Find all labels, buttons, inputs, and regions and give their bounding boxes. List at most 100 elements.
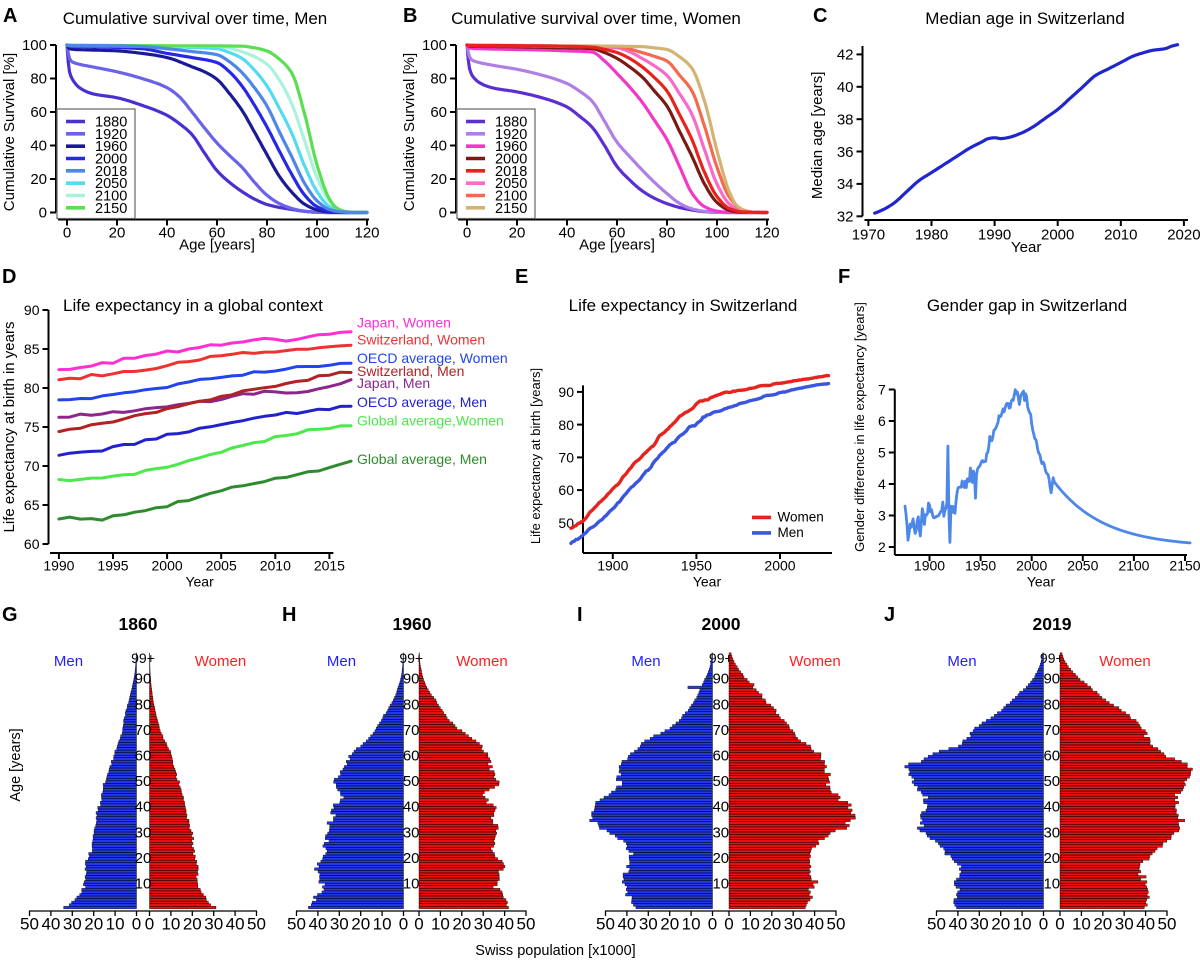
svg-text:Women: Women [789, 653, 840, 670]
svg-text:100: 100 [422, 37, 447, 54]
svg-text:90: 90 [712, 671, 729, 688]
svg-text:50: 50 [596, 915, 615, 934]
svg-text:30: 30 [403, 824, 420, 841]
svg-text:1920: 1920 [95, 127, 127, 143]
svg-text:Women: Women [1099, 653, 1150, 670]
svg-text:60: 60 [609, 225, 626, 242]
svg-text:1960: 1960 [393, 614, 432, 634]
svg-text:1960: 1960 [495, 139, 527, 155]
svg-text:40: 40 [41, 915, 60, 934]
svg-text:2010: 2010 [1104, 226, 1137, 243]
svg-text:50: 50 [927, 915, 946, 934]
svg-text:40: 40 [1136, 915, 1155, 934]
svg-text:OECD average, Men: OECD average, Men [357, 394, 487, 410]
svg-text:40: 40 [308, 915, 327, 934]
svg-text:10: 10 [161, 915, 180, 934]
svg-text:2010: 2010 [260, 558, 291, 574]
svg-text:Japan, Men: Japan, Men [357, 375, 430, 391]
svg-text:10: 10 [106, 915, 125, 934]
svg-text:Year: Year [693, 574, 722, 590]
svg-text:99+: 99+ [399, 650, 423, 666]
svg-text:Men: Men [631, 653, 660, 670]
svg-text:1980: 1980 [915, 226, 948, 243]
svg-text:20: 20 [430, 171, 447, 188]
svg-text:2000: 2000 [495, 152, 527, 168]
svg-text:80: 80 [712, 696, 729, 713]
svg-text:50: 50 [20, 915, 39, 934]
svg-text:20: 20 [351, 915, 370, 934]
svg-text:90: 90 [1043, 671, 1060, 688]
svg-text:40: 40 [1043, 799, 1060, 816]
svg-text:40: 40 [948, 915, 967, 934]
svg-text:0: 0 [63, 225, 71, 242]
svg-text:90: 90 [558, 384, 574, 400]
svg-text:10: 10 [431, 915, 450, 934]
svg-text:Men: Men [54, 653, 83, 670]
svg-text:34: 34 [837, 176, 854, 193]
svg-text:30: 30 [639, 915, 658, 934]
svg-text:60: 60 [558, 482, 574, 498]
svg-text:Swiss population [x1000]: Swiss population [x1000] [475, 943, 635, 959]
svg-text:20: 20 [991, 915, 1010, 934]
svg-text:0: 0 [439, 204, 447, 221]
svg-text:1990: 1990 [43, 558, 74, 574]
svg-text:H: H [282, 604, 296, 626]
svg-text:30: 30 [135, 824, 152, 841]
svg-text:2150: 2150 [95, 201, 127, 217]
svg-text:10: 10 [1072, 915, 1091, 934]
svg-text:20: 20 [509, 225, 526, 242]
svg-text:40: 40 [559, 225, 576, 242]
svg-text:Age [years]: Age [years] [8, 728, 24, 801]
svg-text:100: 100 [704, 225, 729, 242]
svg-text:99+: 99+ [1040, 650, 1064, 666]
svg-text:30: 30 [970, 915, 989, 934]
svg-text:10: 10 [1013, 915, 1032, 934]
svg-text:1995: 1995 [97, 558, 128, 574]
svg-text:20: 20 [712, 850, 729, 867]
svg-text:60: 60 [712, 748, 729, 765]
svg-text:2150: 2150 [1169, 558, 1200, 574]
svg-text:Life expectancy at birth [year: Life expectancy at birth [years] [528, 368, 543, 544]
svg-text:0: 0 [463, 225, 471, 242]
svg-text:2020: 2020 [1167, 226, 1200, 243]
svg-text:Life expectancy in a global co: Life expectancy in a global context [63, 296, 323, 315]
svg-text:OECD average, Women: OECD average, Women [357, 350, 508, 366]
svg-text:50: 50 [247, 915, 266, 934]
svg-text:J: J [884, 604, 895, 626]
svg-text:40: 40 [135, 799, 152, 816]
svg-text:10: 10 [712, 876, 729, 893]
svg-text:Cumulative Survival [%]: Cumulative Survival [%] [1, 53, 18, 211]
svg-text:30: 30 [712, 824, 729, 841]
svg-text:32: 32 [837, 209, 854, 226]
svg-text:60: 60 [30, 104, 47, 121]
svg-text:1920: 1920 [495, 127, 527, 143]
svg-text:1900: 1900 [914, 558, 945, 574]
svg-text:85: 85 [24, 341, 40, 357]
svg-text:2150: 2150 [495, 201, 527, 217]
svg-text:1970: 1970 [852, 226, 885, 243]
svg-text:2100: 2100 [95, 189, 127, 205]
svg-text:30: 30 [1115, 915, 1134, 934]
svg-text:0: 0 [708, 915, 717, 934]
svg-text:80: 80 [24, 380, 40, 396]
svg-text:2100: 2100 [1118, 558, 1149, 574]
svg-text:10: 10 [682, 915, 701, 934]
svg-text:2019: 2019 [1033, 614, 1072, 634]
svg-text:80: 80 [259, 225, 276, 242]
svg-text:80: 80 [1043, 696, 1060, 713]
svg-text:Life expectancy at birth in ye: Life expectancy at birth in years [1, 322, 18, 533]
svg-text:D: D [2, 266, 16, 288]
svg-text:20: 20 [1043, 850, 1060, 867]
svg-text:40: 40 [430, 137, 447, 154]
svg-text:Women: Women [195, 653, 246, 670]
svg-text:Men: Men [778, 525, 804, 540]
svg-text:50: 50 [1158, 915, 1177, 934]
svg-text:70: 70 [135, 722, 152, 739]
svg-text:42: 42 [837, 47, 854, 64]
svg-text:20: 20 [183, 915, 202, 934]
svg-text:20: 20 [660, 915, 679, 934]
svg-text:60: 60 [209, 225, 226, 242]
svg-text:2050: 2050 [1067, 558, 1098, 574]
svg-text:1950: 1950 [965, 558, 996, 574]
svg-text:120: 120 [354, 225, 379, 242]
